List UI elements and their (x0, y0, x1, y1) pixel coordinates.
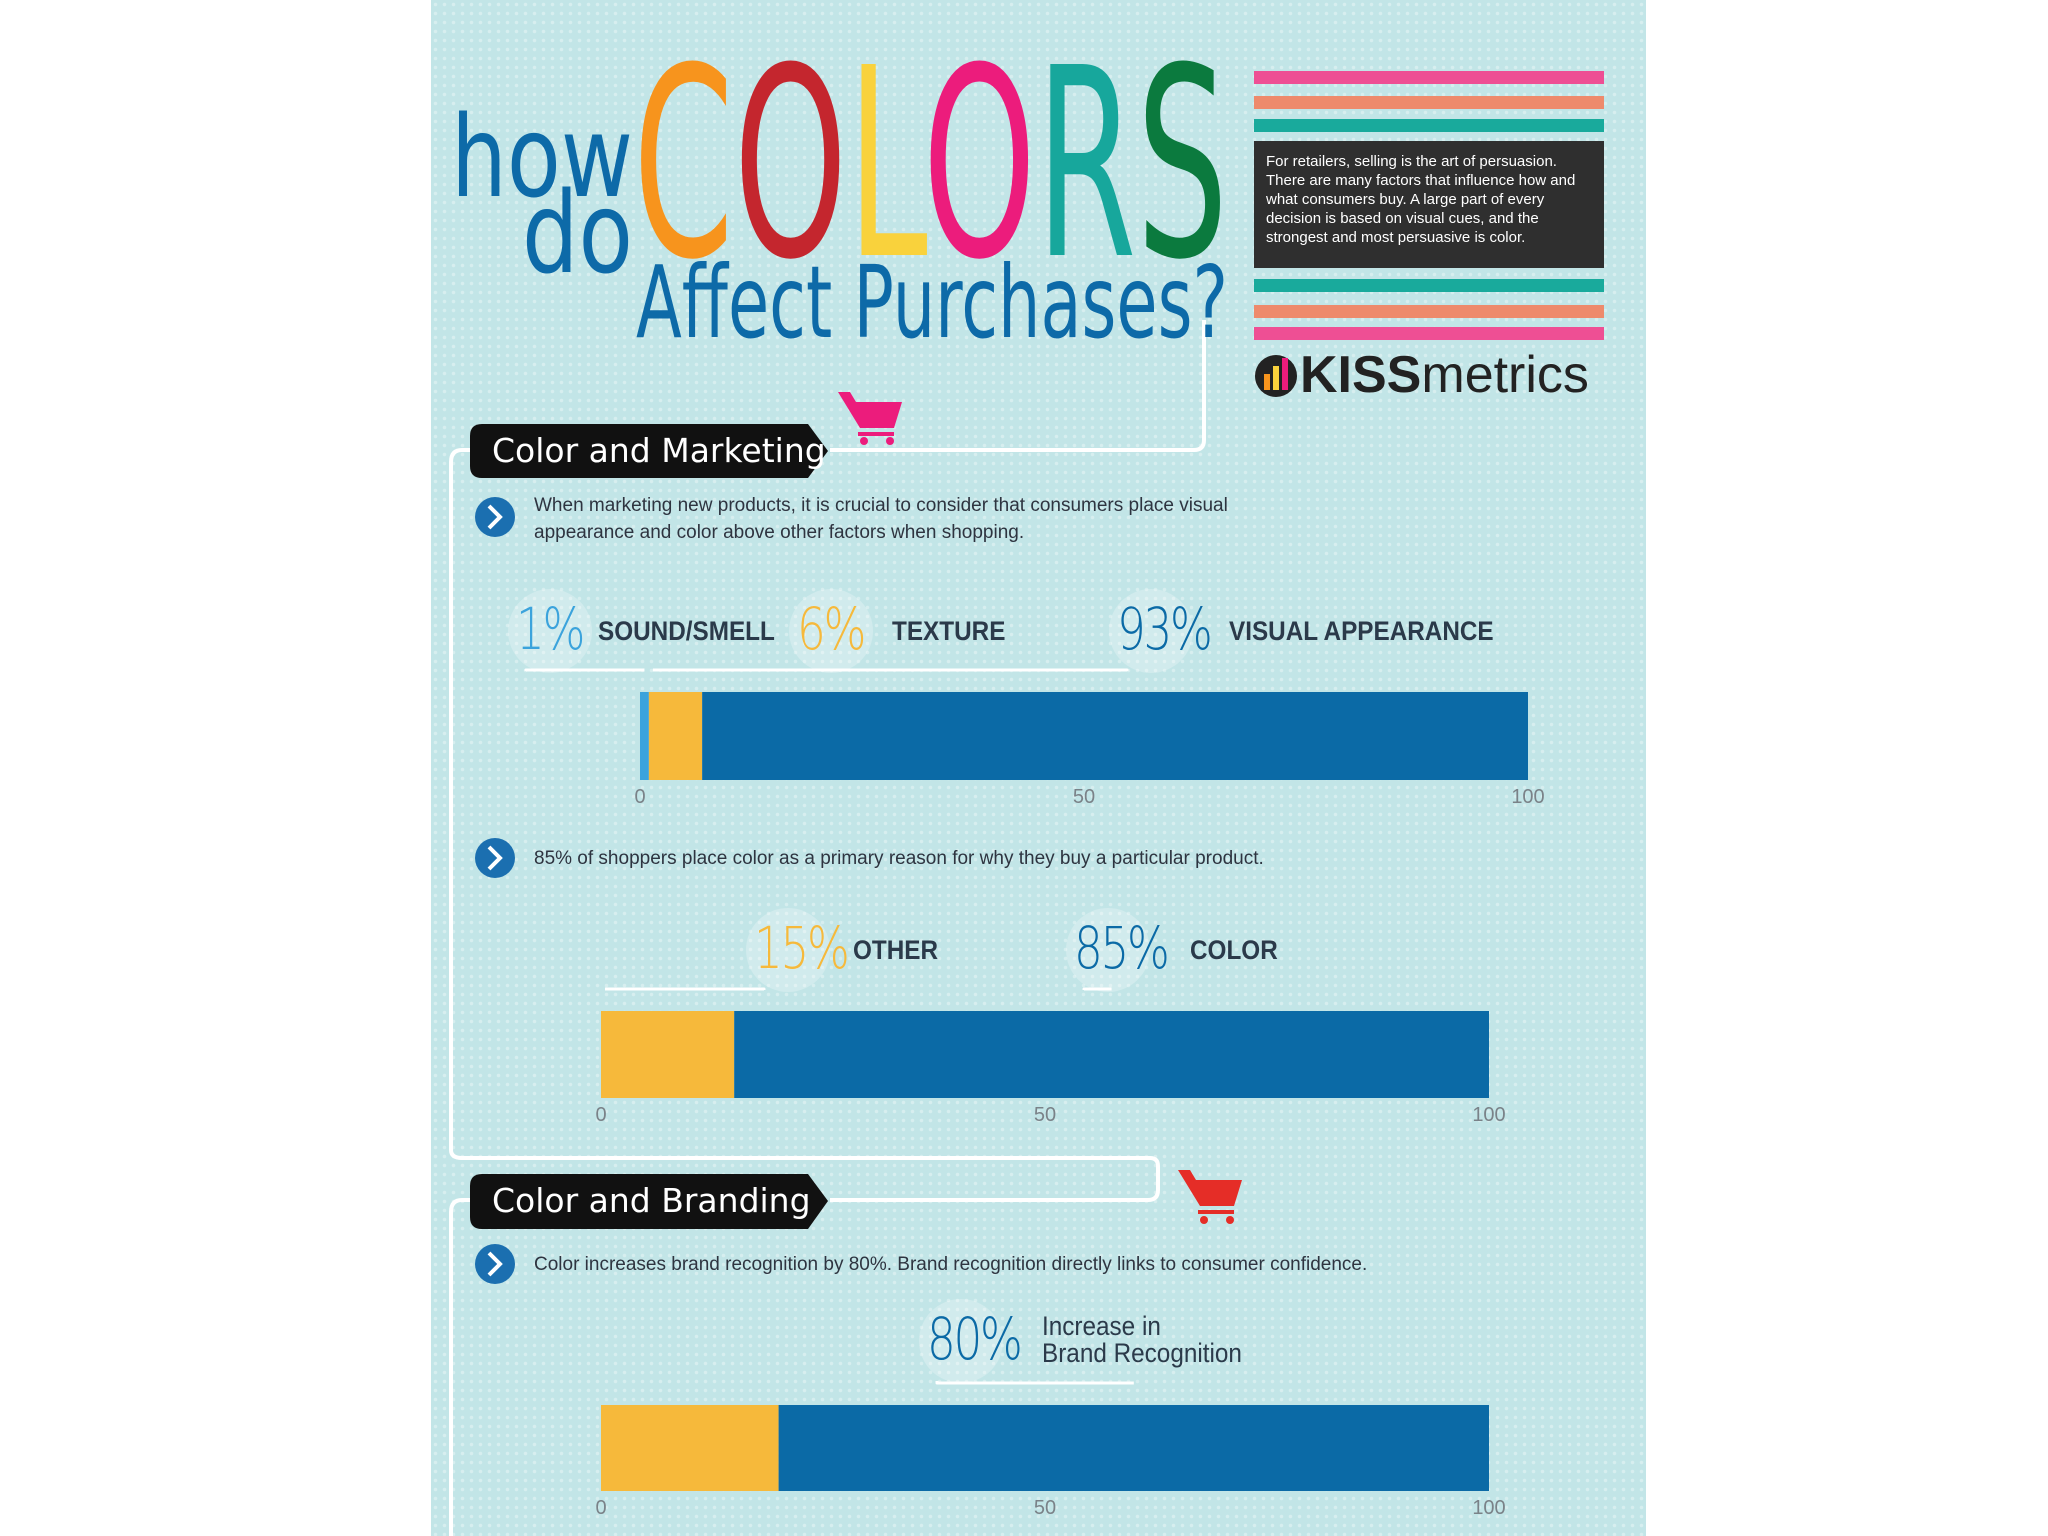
title-letter: R (1036, 12, 1136, 317)
value-label: 15% (754, 914, 850, 982)
title-letter: S (1136, 12, 1228, 317)
brand-rest: metrics (1421, 346, 1589, 404)
stripe (1254, 96, 1604, 109)
bar-segment (702, 692, 1528, 780)
label-connector (605, 987, 766, 991)
legend-label: COLOR (1190, 935, 1278, 965)
label-bubble (1109, 589, 1193, 673)
intro-text: For retailers, selling is the art of per… (1266, 153, 1576, 246)
section-heading: Color and Marketing (492, 431, 826, 470)
value-label: 1% (516, 595, 585, 663)
brand-bold: KISS (1300, 346, 1422, 404)
bar-segment (778, 1405, 1489, 1491)
stripe (1254, 279, 1604, 292)
x-tick-label: 50 (1072, 786, 1096, 808)
x-tick-label: 100 (1472, 1497, 1506, 1519)
title-letter: O (923, 12, 1037, 317)
title-letter: L (847, 12, 928, 317)
legend-label: SOUND/SMELL (598, 616, 775, 646)
bar-segment (601, 1011, 735, 1098)
connector (449, 1198, 470, 1536)
section-heading: Color and Branding (492, 1181, 811, 1220)
stripe (1254, 71, 1604, 84)
bar-segment (648, 692, 703, 780)
label-connector (935, 1381, 1134, 1385)
title-letter: O (734, 12, 848, 317)
title-colors: COLORS (633, 12, 1228, 317)
label-bubble (919, 1299, 1003, 1383)
section-point: Color increases brand recognition by 80%… (534, 1254, 1368, 1275)
logo-icon (1255, 355, 1297, 397)
x-tick-label: 0 (595, 1497, 607, 1519)
heading-tag (470, 424, 828, 478)
label-bubble (789, 589, 873, 673)
bar-segment (640, 692, 649, 780)
intro-box (1254, 141, 1604, 268)
x-tick-label: 100 (1511, 786, 1545, 808)
label-bubble (746, 908, 830, 992)
label-connector (706, 668, 1129, 672)
legend-label: TEXTURE (892, 616, 1006, 646)
bar-segment (601, 1405, 779, 1491)
legend-label: Increase in Brand Recognition (1042, 1311, 1242, 1368)
bullet-icon (475, 497, 515, 537)
label-connector (524, 668, 645, 672)
cart-icon (838, 392, 902, 445)
brand: KISSmetrics (1300, 346, 1589, 404)
bullet-icon (475, 1244, 515, 1284)
label-connector (1082, 987, 1112, 991)
bullet-icon (475, 838, 515, 878)
legend-label: VISUAL APPEARANCE (1229, 616, 1494, 646)
x-tick-label: 50 (1033, 1497, 1057, 1519)
legend-label: OTHER (853, 935, 939, 965)
stripe (1254, 305, 1604, 318)
connector (830, 320, 1206, 452)
x-tick-label: 0 (634, 786, 646, 808)
heading-tag (470, 1174, 828, 1229)
title-subtitle: Affect Purchases? (636, 244, 1228, 361)
value-label: 93% (1117, 595, 1213, 663)
section-point: 85% of shoppers place color as a primary… (534, 848, 1264, 869)
value-label: 80% (927, 1305, 1023, 1373)
label-bubble (1066, 908, 1150, 992)
x-tick-label: 100 (1472, 1104, 1506, 1126)
value-label: 6% (797, 595, 866, 663)
stripe (1254, 327, 1604, 340)
connector (449, 448, 1160, 1202)
x-tick-label: 0 (595, 1104, 607, 1126)
x-tick-label: 50 (1033, 1104, 1057, 1126)
title-letter: C (633, 12, 734, 317)
cart-icon (1178, 1170, 1242, 1224)
bar-segment (734, 1011, 1489, 1098)
title-do: do (522, 169, 633, 299)
stripe (1254, 119, 1604, 132)
section-point: When marketing new products, it is cruci… (534, 495, 1228, 543)
value-label: 85% (1074, 914, 1170, 982)
label-bubble (508, 589, 592, 673)
title-how: how (451, 93, 633, 223)
